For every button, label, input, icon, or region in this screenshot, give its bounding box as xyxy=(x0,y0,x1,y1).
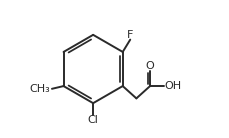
Text: F: F xyxy=(126,30,133,40)
Text: OH: OH xyxy=(164,81,181,91)
Text: Cl: Cl xyxy=(87,115,98,125)
Text: CH₃: CH₃ xyxy=(30,84,50,94)
Text: O: O xyxy=(145,61,154,71)
